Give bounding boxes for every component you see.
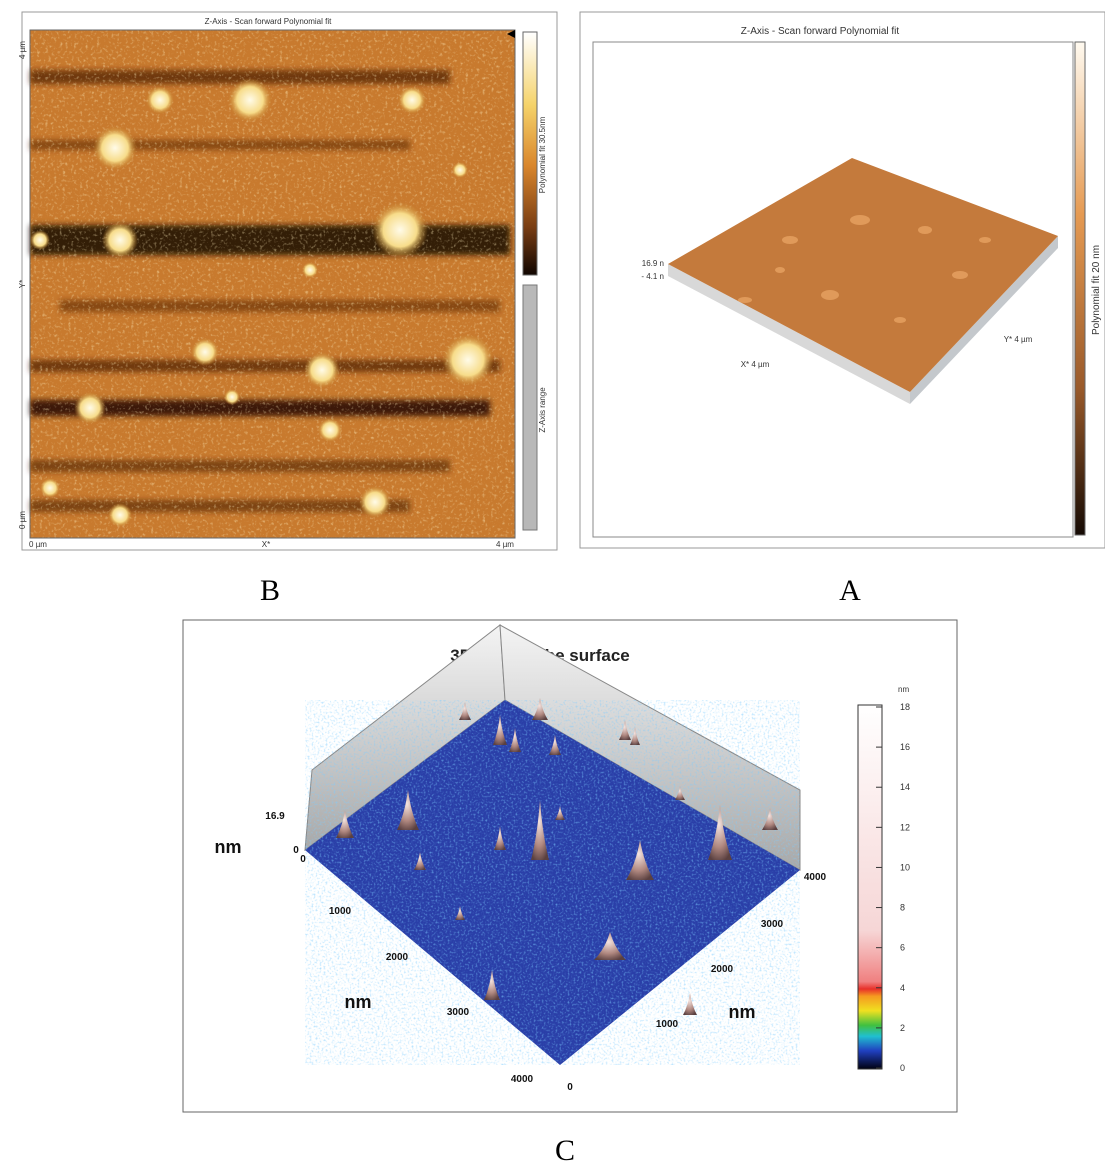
colorbar-tick-label: 6 [900, 943, 905, 953]
panel-label: C [555, 1134, 575, 1165]
panel-title: Z-Axis - Scan forward Polynomial fit [741, 26, 900, 37]
y-tick: 2000 [711, 964, 734, 975]
figure: Z-Axis - Scan forward Polynomial fit 4 µ… [0, 0, 1105, 1165]
colorbar-label: Polynomial fit 20 nm [1091, 245, 1102, 335]
x-tick: 4000 [511, 1074, 534, 1085]
y-tick: 0 [567, 1082, 573, 1093]
colorbar-tick-label: 14 [900, 782, 910, 792]
y-label: 0 µm [18, 511, 27, 529]
y-unit: nm [729, 1002, 756, 1022]
x-tick: 0 [300, 854, 306, 865]
z-tick: 16.9 [265, 811, 285, 822]
x-label: X* [262, 540, 270, 549]
colorbar [1075, 42, 1085, 535]
colorbar-tick-label: 4 [900, 983, 905, 993]
page: Z-Axis - Scan forward Polynomial fit 4 µ… [0, 0, 1105, 1170]
colorbar-tick-label: 12 [900, 822, 910, 832]
x-label: 0 µm [29, 540, 47, 549]
surface-grain [30, 30, 515, 538]
range-label: Z-Axis range [538, 387, 547, 433]
colorbar [858, 705, 882, 1069]
y-tick: 4000 [804, 872, 827, 883]
colorbar-tick-label: 10 [900, 862, 910, 872]
colorbar [523, 32, 537, 275]
panel-label: A [839, 574, 861, 607]
colorbar-tick-label: 2 [900, 1023, 905, 1033]
y-tick: 1000 [656, 1019, 679, 1030]
y-tick: 3000 [761, 919, 784, 930]
z-tick: 0 [293, 845, 299, 856]
colorbar-tick-label: 8 [900, 903, 905, 913]
colorbar-tick-label: 16 [900, 742, 910, 752]
x-label: 4 µm [496, 540, 514, 549]
y-axis-label: Y* 4 µm [1004, 335, 1033, 344]
x-axis-label: X* 4 µm [741, 360, 770, 369]
y-label: 4 µm [18, 41, 27, 59]
colorbar-tick-label: 0 [900, 1063, 905, 1073]
z-label: 16.9 n [642, 259, 664, 268]
colorbar-unit: nm [898, 685, 909, 694]
y-label: Y* [18, 280, 27, 288]
x-tick: 2000 [386, 952, 409, 963]
x-unit: nm [345, 992, 372, 1012]
z-unit: nm [215, 837, 242, 857]
x-tick: 1000 [329, 906, 352, 917]
colorbar-label: Polynomial fit 30.5nm [538, 116, 547, 193]
panel-title: Z-Axis - Scan forward Polynomial fit [205, 17, 332, 26]
colorbar-tick-label: 18 [900, 702, 910, 712]
range-bar [523, 285, 537, 530]
x-tick: 3000 [447, 1007, 470, 1018]
panel-label: B [260, 574, 280, 607]
z-label: - 4.1 n [641, 272, 664, 281]
